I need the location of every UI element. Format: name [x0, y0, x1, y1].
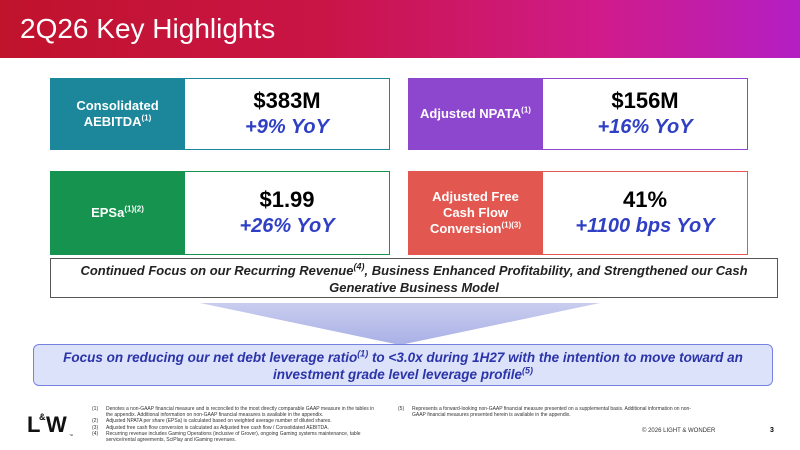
footnote-item: (3) Adjusted free cash flow conversion is… — [92, 424, 329, 431]
leverage-statement-sup1: (1) — [357, 348, 369, 359]
footnote-item: (1) Denotes a non-GAAP financial measure … — [92, 406, 375, 419]
light-and-wonder-logo-icon: L & W ™ — [27, 412, 73, 438]
card-aebitda-label-text: Consolidated AEBITDA — [76, 98, 159, 129]
logo-ampersand: & — [39, 412, 46, 422]
card-epsa-yoy: +26% YoY — [239, 215, 335, 237]
logo-trademark: ™ — [69, 433, 73, 438]
card-fcf-label-sup: (1)(3) — [501, 220, 522, 230]
page-number: 3 — [770, 427, 774, 434]
card-epsa-label-sup: (1)(2) — [124, 204, 144, 214]
funnel-arrow-icon — [200, 303, 600, 345]
card-epsa-value-panel: $1.99 +26% YoY — [185, 171, 390, 255]
copyright-text: © 2026 LIGHT & WONDER — [642, 428, 716, 434]
card-npata-label-sup: (1) — [521, 105, 531, 115]
card-fcf-value: 41% — [622, 187, 668, 212]
card-fcf: Adjusted Free Cash Flow Conversion(1)(3)… — [408, 171, 748, 255]
card-npata-value-panel: $156M +16% YoY — [543, 78, 748, 150]
card-aebitda-label-sup: (1) — [141, 113, 152, 123]
card-npata-value: $156M — [611, 88, 679, 113]
card-aebitda-yoy: +9% YoY — [245, 116, 329, 138]
footnotes-right: (5) Represents a forward-looking non-GAAP… — [398, 406, 698, 418]
card-aebitda: Consolidated AEBITDA(1) $383M +9% YoY — [50, 78, 390, 150]
card-fcf-value-panel: 41% +1100 bps YoY — [543, 171, 748, 255]
footnote-item: (2) Adjusted NPATA per share (EPSa) is ca… — [92, 418, 332, 425]
leverage-statement-part2: to <3.0x during 1H27 with the intention … — [272, 350, 743, 382]
card-fcf-label: Adjusted Free Cash Flow Conversion(1)(3) — [408, 171, 543, 255]
logo-letter-l: L — [27, 412, 40, 437]
leverage-statement-box: Focus on reducing our net debt leverage … — [33, 344, 773, 386]
focus-statement-part2: , Business Enhanced Profitability, and S… — [329, 263, 748, 295]
card-npata-label: Adjusted NPATA(1) — [408, 78, 543, 150]
card-epsa-label: EPSa(1)(2) — [50, 171, 185, 255]
card-epsa: EPSa(1)(2) $1.99 +26% YoY — [50, 171, 390, 255]
logo-letter-w: W — [46, 412, 67, 437]
slide-title: 2Q26 Key Highlights — [20, 13, 276, 44]
card-aebitda-value-panel: $383M +9% YoY — [185, 78, 390, 150]
card-npata-label-text: Adjusted NPATA — [420, 106, 522, 121]
footnote-item: (5) Represents a forward-looking non-GAAP… — [398, 406, 691, 419]
card-fcf-yoy: +1100 bps YoY — [575, 215, 715, 237]
card-npata: Adjusted NPATA(1) $156M +16% YoY — [408, 78, 748, 150]
footnotes-left: (1) Denotes a non-GAAP financial measure … — [92, 406, 382, 443]
card-epsa-label-text: EPSa — [91, 205, 125, 220]
header-bar: 2Q26 Key Highlights — [0, 0, 800, 58]
leverage-statement-part1: Focus on reducing our net debt leverage … — [63, 350, 358, 365]
focus-statement-box: Continued Focus on our Recurring Revenue… — [50, 258, 778, 298]
focus-statement-sup: (4) — [353, 261, 365, 272]
footnote-item: (4) Recurring revenue includes Gaming Ope… — [92, 430, 361, 444]
focus-statement-part1: Continued Focus on our Recurring Revenue — [80, 263, 354, 278]
card-aebitda-value: $383M — [253, 88, 321, 113]
leverage-statement-sup2: (5) — [522, 365, 534, 376]
card-fcf-label-text: Adjusted Free Cash Flow Conversion — [429, 189, 519, 236]
card-npata-yoy: +16% YoY — [597, 116, 693, 138]
card-epsa-value: $1.99 — [259, 187, 315, 212]
card-aebitda-label: Consolidated AEBITDA(1) — [50, 78, 185, 150]
